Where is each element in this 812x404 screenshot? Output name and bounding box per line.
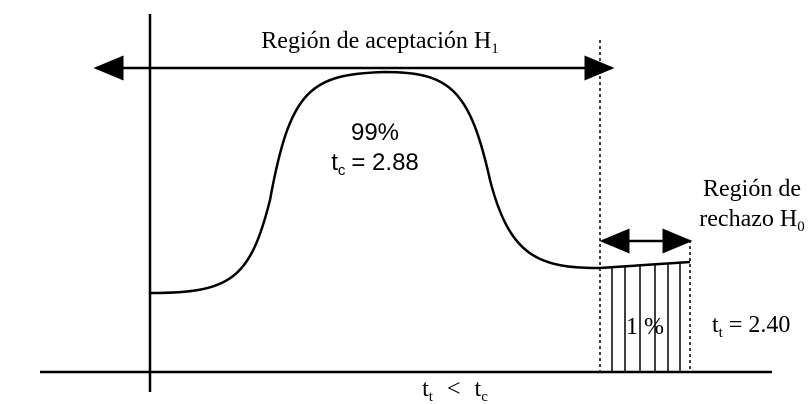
rejection-label-line: Región de xyxy=(703,176,801,202)
rejection-label-line: rechazo H0 xyxy=(699,206,804,235)
peak-percent: 99% xyxy=(351,119,399,146)
tail-hatching xyxy=(611,263,681,372)
tail-percent: 1 % xyxy=(626,314,664,340)
distribution-curve xyxy=(149,70,691,295)
acceptance-label: Región de aceptación H1 xyxy=(261,28,498,57)
comparison: tt < tc xyxy=(422,376,488,404)
critical-value: tt = 2.40 xyxy=(712,312,790,341)
peak-stat: tc = 2.88 xyxy=(331,149,419,179)
